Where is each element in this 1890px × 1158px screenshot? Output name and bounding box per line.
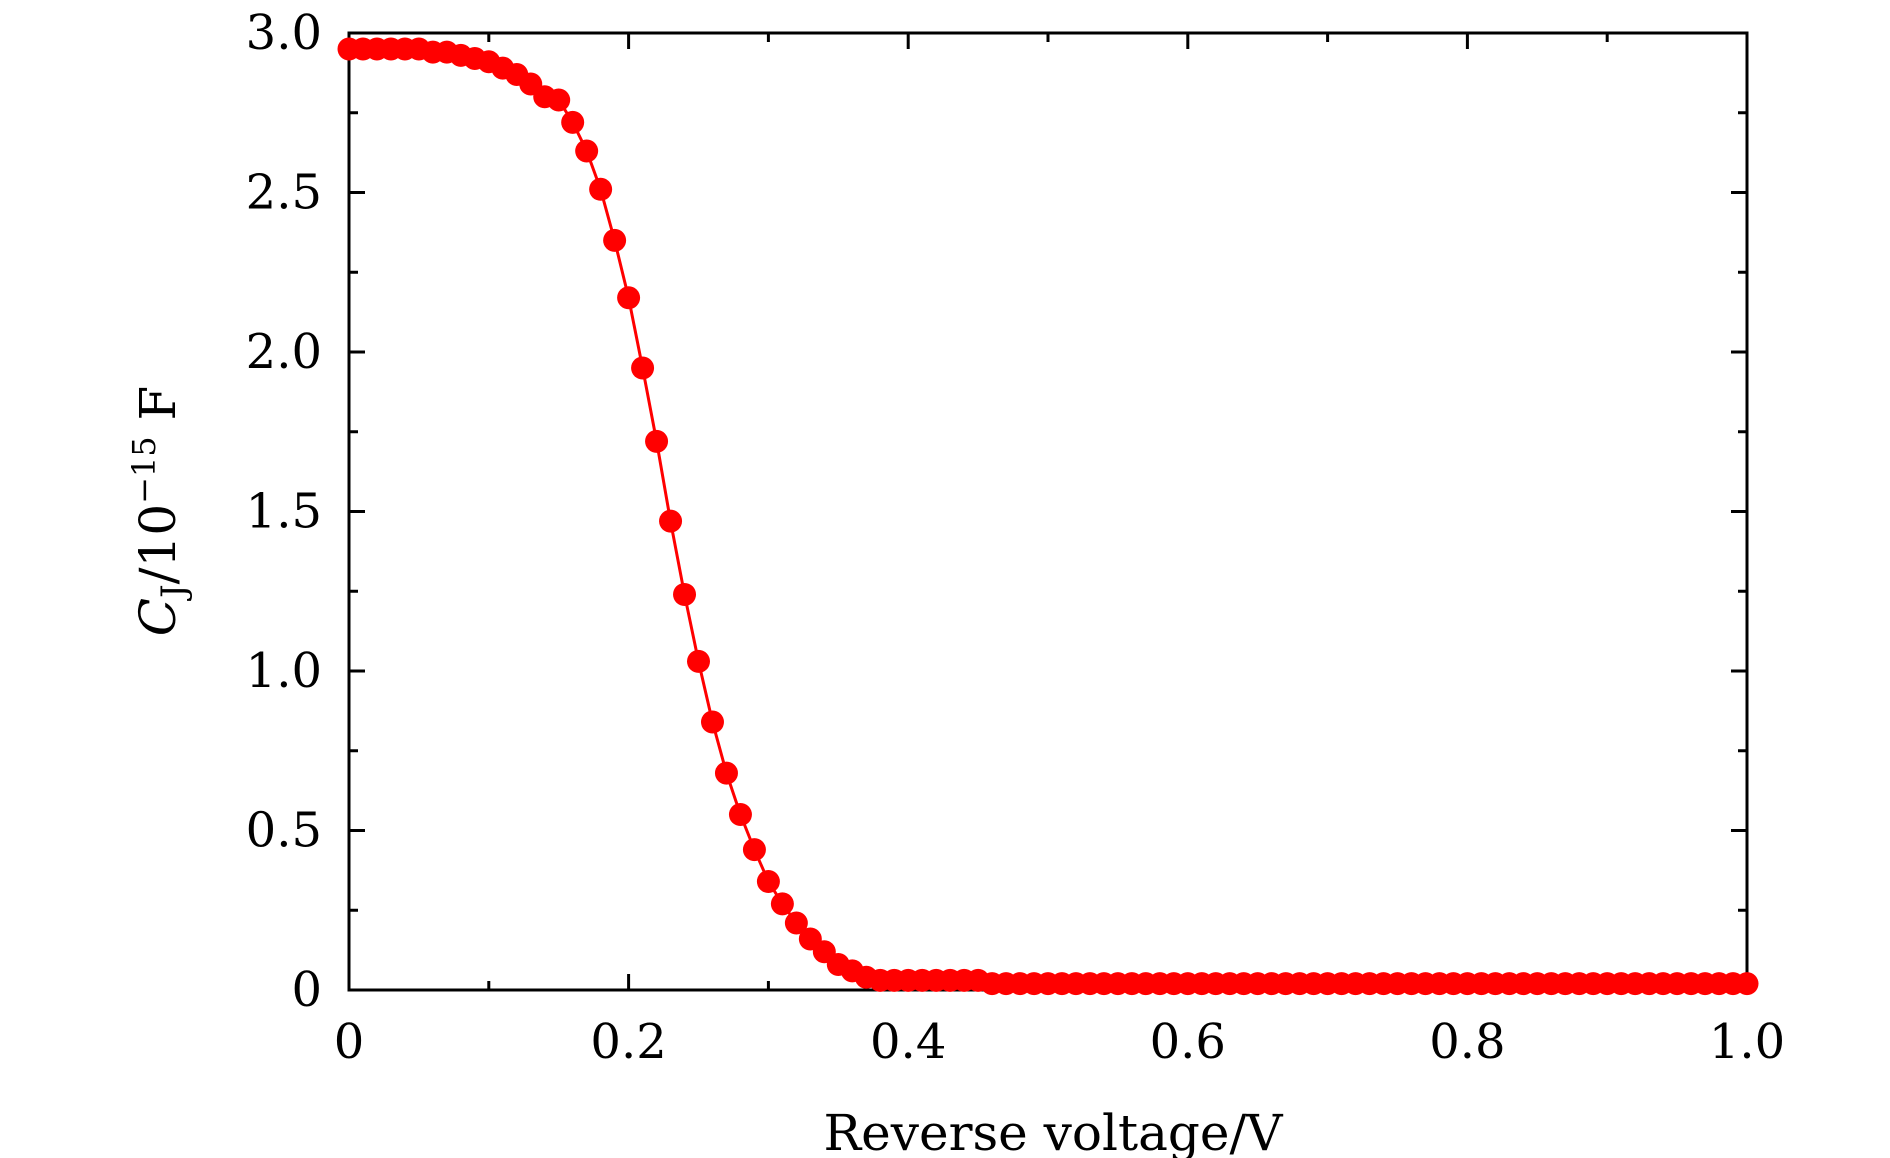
- series-line: [349, 47, 1747, 986]
- x-tick-label: 0.2: [590, 1014, 666, 1070]
- data-point: [784, 911, 808, 935]
- data-point: [742, 838, 766, 862]
- plot-area: [347, 31, 1749, 992]
- data-point: [1735, 972, 1759, 996]
- data-point: [547, 88, 571, 112]
- y-tick-label: 1.5: [246, 484, 322, 540]
- data-point: [631, 356, 655, 380]
- data-point: [561, 110, 585, 134]
- data-point: [687, 649, 710, 673]
- y-axis-tick-labels: 0 0.5 1.0 1.5 2.0 2.5 3.0: [246, 5, 322, 1018]
- y-axis-title-symbol: C: [129, 598, 187, 636]
- x-tick-label: 0.4: [870, 1014, 946, 1070]
- data-point: [617, 286, 641, 310]
- plot-frame: [347, 31, 1749, 992]
- x-axis-ticks: [347, 33, 1749, 990]
- y-tick-label: 3.0: [246, 5, 322, 61]
- data-point: [603, 228, 627, 252]
- data-point: [770, 892, 794, 916]
- y-axis-ticks: [349, 31, 1747, 992]
- x-axis-title: Reverse voltage/V: [824, 1104, 1284, 1158]
- x-axis-tick-labels: 0 0.2 0.4 0.6 0.8 1.0: [334, 1014, 1785, 1070]
- data-point: [756, 870, 780, 894]
- y-axis-title-exponent: −15: [125, 436, 163, 504]
- y-tick-label: 0.5: [246, 803, 322, 859]
- series-layer: [337, 37, 1759, 996]
- data-point: [589, 177, 613, 201]
- data-point: [659, 509, 683, 533]
- y-tick-label: 2.5: [246, 165, 322, 221]
- y-axis-title-unit: F: [129, 386, 187, 437]
- y-tick-label: 0: [291, 962, 322, 1018]
- data-point: [645, 429, 669, 453]
- y-tick-label: 2.0: [246, 324, 322, 380]
- x-tick-label: 0.8: [1429, 1014, 1505, 1070]
- y-axis-title: CJ/10−15 F: [125, 386, 194, 637]
- y-axis-title-prefix: /10: [129, 504, 187, 584]
- y-tick-label: 1.0: [246, 643, 322, 699]
- data-point: [728, 803, 752, 827]
- data-point: [700, 710, 724, 734]
- x-tick-label: 0.6: [1150, 1014, 1226, 1070]
- y-axis-title-subscript: J: [154, 584, 194, 601]
- x-tick-label: 1.0: [1709, 1014, 1785, 1070]
- data-point: [575, 139, 599, 163]
- data-point: [714, 761, 738, 785]
- x-tick-label: 0: [334, 1014, 365, 1070]
- data-point: [673, 582, 697, 606]
